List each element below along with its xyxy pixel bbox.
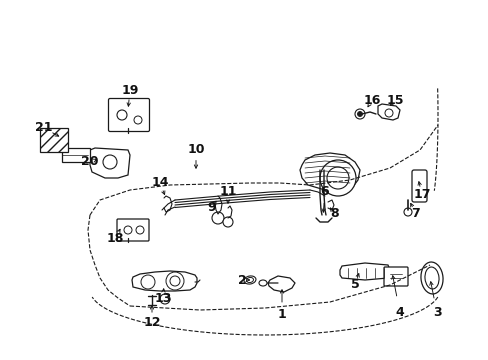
Text: 5: 5 <box>350 279 359 292</box>
Circle shape <box>326 167 348 189</box>
Circle shape <box>403 208 411 216</box>
Text: 8: 8 <box>330 207 339 220</box>
Ellipse shape <box>259 280 266 286</box>
FancyBboxPatch shape <box>117 219 149 241</box>
Circle shape <box>103 155 117 169</box>
Text: 18: 18 <box>106 231 123 244</box>
Polygon shape <box>90 148 130 178</box>
Circle shape <box>223 217 232 227</box>
Text: 13: 13 <box>154 292 171 305</box>
Text: 16: 16 <box>363 94 380 107</box>
Text: 4: 4 <box>395 306 404 320</box>
FancyBboxPatch shape <box>383 267 407 286</box>
Circle shape <box>170 276 180 286</box>
Circle shape <box>319 160 355 196</box>
Circle shape <box>212 212 224 224</box>
Polygon shape <box>62 148 90 162</box>
Text: 3: 3 <box>432 306 440 320</box>
Circle shape <box>160 294 170 304</box>
Circle shape <box>117 110 127 120</box>
Polygon shape <box>377 104 399 120</box>
Polygon shape <box>40 128 68 152</box>
Text: 2: 2 <box>237 274 246 287</box>
Circle shape <box>354 109 364 119</box>
Ellipse shape <box>244 276 255 284</box>
Circle shape <box>357 112 362 117</box>
Text: 9: 9 <box>207 202 216 215</box>
Text: 11: 11 <box>219 185 236 198</box>
Circle shape <box>134 116 142 124</box>
Text: 1: 1 <box>277 309 286 321</box>
Polygon shape <box>299 153 359 192</box>
Text: 7: 7 <box>411 207 420 220</box>
Circle shape <box>141 275 155 289</box>
Text: 6: 6 <box>320 185 328 198</box>
Polygon shape <box>339 263 389 280</box>
Polygon shape <box>132 271 197 291</box>
Circle shape <box>136 226 143 234</box>
Text: 15: 15 <box>386 94 403 107</box>
Text: 17: 17 <box>412 189 430 202</box>
Text: 19: 19 <box>121 84 139 96</box>
FancyBboxPatch shape <box>108 99 149 131</box>
Ellipse shape <box>424 267 438 289</box>
Circle shape <box>165 272 183 290</box>
Text: 14: 14 <box>151 176 168 189</box>
Ellipse shape <box>246 278 253 283</box>
Text: 20: 20 <box>81 156 99 168</box>
Text: 10: 10 <box>187 144 204 157</box>
FancyBboxPatch shape <box>411 170 426 202</box>
Circle shape <box>124 226 132 234</box>
Text: 12: 12 <box>143 315 161 328</box>
Text: 21: 21 <box>35 121 53 135</box>
Circle shape <box>384 109 392 117</box>
Ellipse shape <box>420 262 442 294</box>
